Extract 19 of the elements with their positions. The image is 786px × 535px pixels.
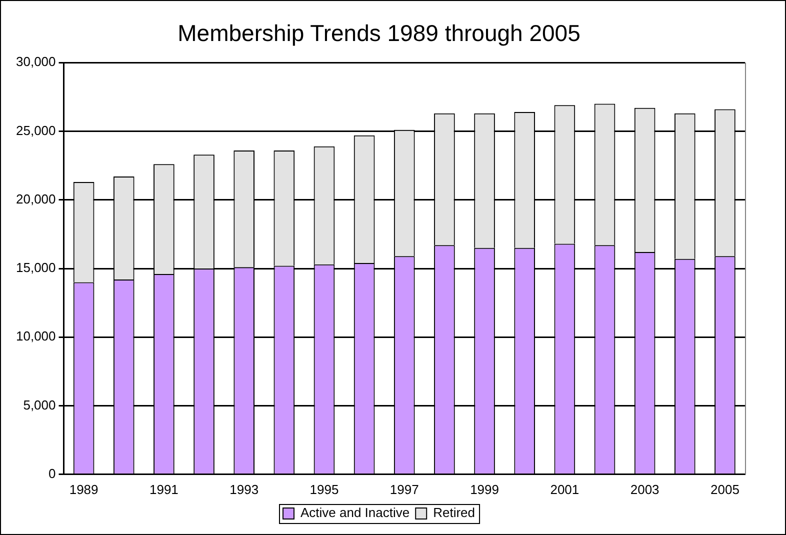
x-tick-label: 1989: [69, 482, 98, 497]
x-tick-label: 2001: [550, 482, 580, 497]
x-tick-label: 1993: [230, 482, 259, 497]
chart-title: Membership Trends 1989 through 2005: [178, 20, 580, 46]
x-tick-label: 2005: [710, 482, 740, 497]
x-tick-label: 1995: [310, 482, 339, 497]
x-tick-label: 1997: [390, 482, 419, 497]
y-tick-label: 15,000: [16, 260, 56, 276]
y-tick-label: 30,000: [16, 54, 56, 70]
y-tick-label: 25,000: [16, 122, 56, 138]
y-tick-label: 5,000: [23, 397, 56, 412]
legend-label: Active and Inactive: [300, 505, 410, 520]
x-tick-label: 1991: [149, 482, 178, 497]
legend-label: Retired: [433, 505, 476, 520]
y-tick-label: 0: [48, 466, 56, 481]
y-tick-label: 20,000: [16, 191, 56, 206]
x-tick-label: 1999: [470, 482, 499, 497]
x-tick-label: 2003: [630, 482, 660, 497]
y-tick-label: 10,000: [16, 328, 56, 344]
